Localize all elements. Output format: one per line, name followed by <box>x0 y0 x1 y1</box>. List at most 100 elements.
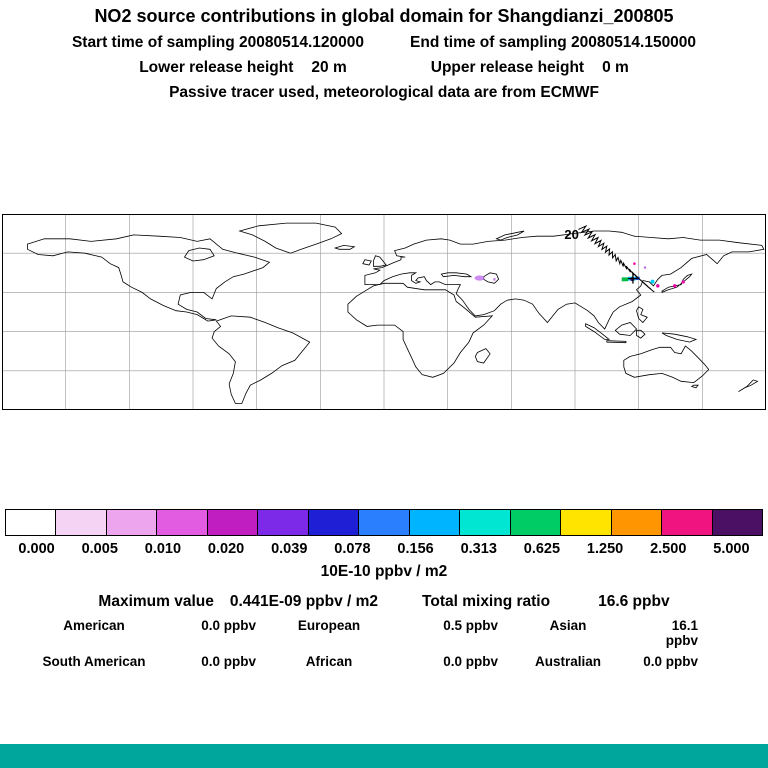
continent-outline <box>373 255 387 267</box>
continent-outline <box>636 329 646 339</box>
hotspot-dot <box>633 262 636 265</box>
tracer-info-text: Passive tracer used, meteorological data… <box>169 84 599 101</box>
continent-outline <box>440 272 473 278</box>
colorbar-unit-label: 10E-10 ppbv / m2 <box>320 563 448 580</box>
colorbar-tick-label: 0.005 <box>81 541 118 557</box>
colorbar-tick-label: 1.250 <box>586 541 624 557</box>
hotspot-dot <box>681 280 685 284</box>
continent-outline <box>585 323 611 340</box>
contribution-value: 0.0 ppbv <box>443 654 498 669</box>
end-time-text: End time of sampling 20080514.150000 <box>410 34 697 51</box>
map-border <box>2 214 766 410</box>
contribution-label: Australian <box>534 654 602 669</box>
continent-outline <box>211 315 311 404</box>
colorbar-segment <box>409 510 461 535</box>
lower-release-label: Lower release height <box>139 59 294 76</box>
total-mixing-ratio-label: Total mixing ratio <box>422 593 551 610</box>
colorbar-tick-label: 0.078 <box>334 541 371 557</box>
hotspot-cell <box>621 277 629 282</box>
colorbar-segment <box>258 510 309 535</box>
sampling-times-line: Start time of sampling 20080514.120000 E… <box>0 34 768 52</box>
colorbar-segment <box>510 510 562 535</box>
colorbar-tick-label: 0.625 <box>523 541 561 557</box>
colorbar-segment <box>157 510 208 535</box>
continent-outlines <box>27 222 765 404</box>
colorbar-tick-label: 0.000 <box>18 541 55 557</box>
contributions-table: American 0.0 ppbv European 0.5 ppbv Asia… <box>24 618 744 669</box>
colorbar-tick-label: 5.000 <box>713 541 750 557</box>
map-panel: 20 <box>2 214 766 410</box>
colorbar-segment <box>611 510 663 535</box>
colorbar-segment <box>6 510 57 535</box>
contribution-value: 16.1 ppbv <box>665 618 698 648</box>
contour-label: 20 <box>564 227 578 242</box>
continent-outline <box>27 234 271 322</box>
footer-bar <box>0 744 768 768</box>
continent-outline <box>238 222 343 254</box>
colorbar-segment <box>106 510 158 535</box>
contribution-label: African <box>305 654 353 669</box>
continent-outline <box>183 247 215 262</box>
continent-outline <box>738 379 759 393</box>
colorbar-tick-row: 0.000 0.005 0.010 0.020 0.039 0.078 0.15… <box>5 541 763 557</box>
world-map: 20 <box>2 214 766 410</box>
contribution-label: Asian <box>549 618 587 633</box>
continent-outline <box>362 259 372 266</box>
contribution-label: American <box>63 618 125 633</box>
colorbar-tick-label: 0.313 <box>460 541 497 557</box>
continent-outline <box>606 340 627 344</box>
colorbar-tick-label: 0.039 <box>271 541 308 557</box>
continent-outline <box>690 384 699 389</box>
maximum-value-label: Maximum value <box>98 593 214 610</box>
continent-outline <box>364 230 765 330</box>
maximum-value: 0.441E-09 ppbv / m2 <box>229 593 379 610</box>
colorbar-segment <box>359 510 410 535</box>
contribution-label: European <box>297 618 361 633</box>
lower-release-height: Lower release height 20 m <box>139 59 347 77</box>
colorbar-segment <box>56 510 107 535</box>
continent-outline <box>661 332 698 343</box>
contribution-value: 0.0 ppbv <box>643 654 698 669</box>
source-contribution-overlays <box>474 262 685 288</box>
continent-outline <box>614 322 638 336</box>
continent-outline <box>495 230 525 241</box>
contribution-value: 0.0 ppbv <box>201 654 256 669</box>
contribution-label: South American <box>42 654 146 669</box>
contour-squiggle <box>578 224 655 293</box>
colorbar <box>5 509 763 536</box>
continent-outline <box>636 306 648 324</box>
colorbar-segment <box>712 510 763 535</box>
total-mixing-ratio-pair: Total mixing ratio 16.6 ppbv <box>422 593 670 611</box>
plot-title: NO2 source contributions in global domai… <box>94 6 674 26</box>
hotspot-dot <box>650 279 655 284</box>
continent-outline <box>661 273 693 293</box>
continent-outline <box>347 282 494 378</box>
continent-outline <box>623 345 710 384</box>
continent-outline <box>333 244 356 250</box>
contour-line <box>578 224 655 293</box>
hotspot-dot <box>673 284 677 288</box>
colorbar-segment <box>662 510 713 535</box>
continent-outline <box>474 348 491 364</box>
hotspot-dot <box>643 266 647 269</box>
total-mixing-ratio-value: 16.6 ppbv <box>598 593 670 610</box>
upper-release-label: Upper release height <box>430 59 585 76</box>
upper-release-height: Upper release height 0 m <box>431 59 629 77</box>
colorbar-tick-label: 0.020 <box>207 541 245 557</box>
release-heights-line: Lower release height 20 m Upper release … <box>0 59 768 77</box>
colorbar-segment <box>308 510 360 535</box>
maximum-value-pair: Maximum value 0.441E-09 ppbv / m2 <box>98 593 378 611</box>
hotspot-dot <box>492 277 496 281</box>
start-time-text: Start time of sampling 20080514.120000 <box>71 34 365 51</box>
colorbar-segment <box>561 510 612 535</box>
colorbar-tick-label: 2.500 <box>650 541 687 557</box>
continent-outline <box>483 272 500 284</box>
contribution-value: 0.5 ppbv <box>443 618 498 633</box>
colorbar-tick-label: 0.156 <box>397 541 434 557</box>
hotspot-dot <box>656 284 660 288</box>
summary-line: Maximum value 0.441E-09 ppbv / m2 Total … <box>0 593 768 611</box>
colorbar-segment <box>460 510 511 535</box>
colorbar-segment <box>207 510 259 535</box>
contribution-value: 0.0 ppbv <box>201 618 256 633</box>
